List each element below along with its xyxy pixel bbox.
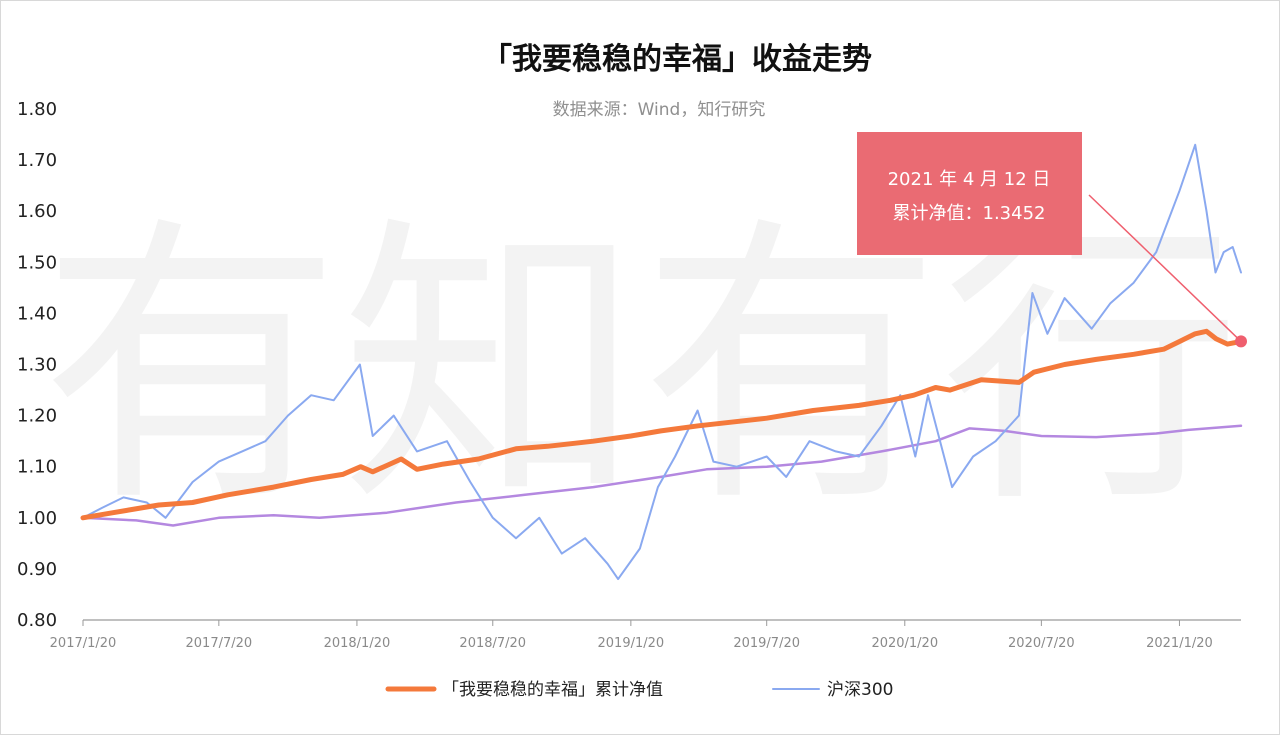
x-tick-label: 2017/7/20	[186, 636, 253, 651]
chart-title: 「我要稳稳的幸福」收益走势	[482, 42, 872, 77]
x-tick-label: 2021/1/20	[1146, 636, 1213, 651]
series-line-1	[82, 143, 1242, 581]
callout-box	[857, 132, 1082, 255]
callout-value: 累计净值：1.3452	[893, 203, 1046, 224]
series-line-0	[80, 328, 1244, 521]
x-tick-label: 2019/7/20	[733, 636, 800, 651]
x-tick-label: 2020/7/20	[1008, 636, 1075, 651]
x-tick-label: 2020/1/20	[871, 636, 938, 651]
y-tick-label: 1.80	[17, 99, 57, 120]
y-tick-label: 1.70	[17, 150, 57, 171]
y-tick-label: 1.50	[17, 252, 57, 273]
legend-label-0: 「我要稳稳的幸福」累计净值	[442, 680, 663, 700]
x-axis: 2017/1/20 2017/7/20 2018/1/20 2018/7/20 2019…	[50, 619, 1241, 651]
callout-date: 2021 年 4 月 12 日	[888, 169, 1051, 190]
legend-label-1: 沪深300	[827, 680, 893, 700]
y-tick-label: 1.60	[17, 201, 57, 222]
y-axis: 0.80 0.90 1.00 1.10 1.20 1.30 1.40 1.50 1.60 1.70…	[17, 99, 57, 631]
y-tick-label: 0.80	[17, 610, 57, 631]
series-line-2	[81, 424, 1243, 527]
series-layer	[80, 143, 1244, 581]
x-tick-label: 2019/1/20	[598, 636, 665, 651]
y-tick-label: 1.00	[17, 508, 57, 529]
x-tick-label: 2018/1/20	[324, 636, 391, 651]
y-tick-label: 0.90	[17, 559, 57, 580]
x-tick-label: 2017/1/20	[50, 636, 117, 651]
legend: 「我要稳稳的幸福」累计净值 沪深300	[385, 680, 893, 700]
callout-leader	[1088, 194, 1242, 342]
chart-subtitle: 数据来源：Wind，知行研究	[553, 100, 766, 120]
x-tick-label: 2018/7/20	[459, 636, 526, 651]
annotation-marker	[1235, 335, 1247, 348]
y-tick-label: 1.20	[17, 406, 57, 427]
y-tick-label: 1.30	[17, 355, 57, 376]
y-tick-label: 1.40	[17, 303, 57, 324]
y-tick-label: 1.10	[17, 457, 57, 478]
